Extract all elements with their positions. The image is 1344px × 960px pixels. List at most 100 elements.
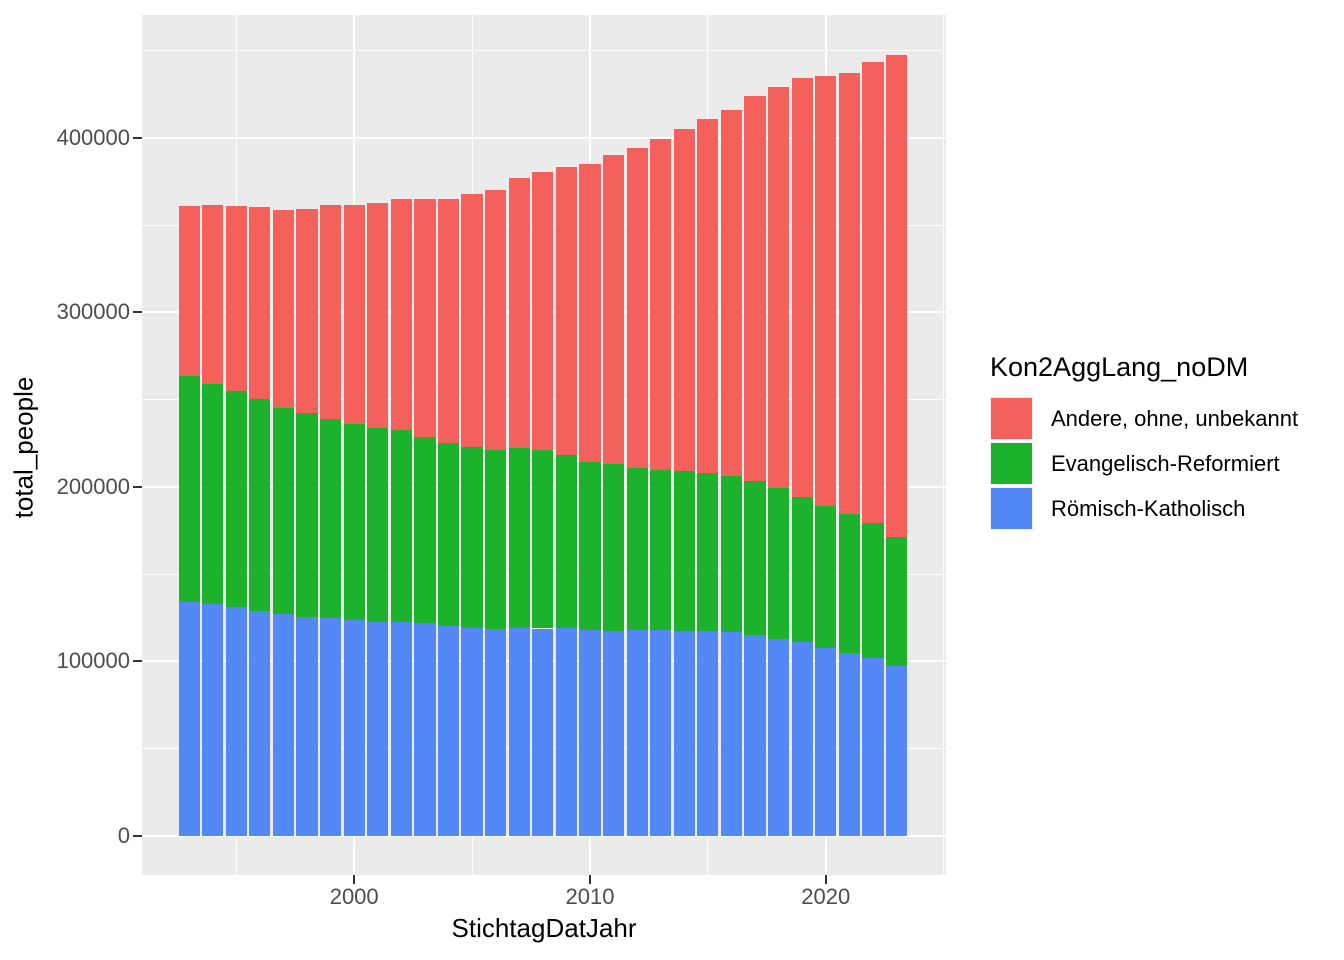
bar-segment [602,155,625,465]
bar-segment [815,75,837,507]
bar-segment [791,77,813,498]
bar-segment [673,128,695,472]
x-tick-mark [588,875,591,884]
bar-segment [744,634,766,836]
bar-segment [461,194,483,447]
bar-segment [461,627,483,836]
legend-entry: Evangelisch-Reformiert [990,442,1340,485]
bar-segment [225,206,247,391]
bar-segment [862,62,884,523]
bar-segment [650,630,672,836]
x-tick-label: 2020 [801,884,851,909]
legend: Kon2AggLang_noDM Andere, ohne, unbekannt… [990,352,1340,532]
legend-swatch-katholisch [990,487,1033,530]
bar-segment [720,110,743,477]
bar-segment [555,627,577,836]
bar-segment [626,147,648,468]
bar-segment [602,464,625,631]
bar-segment [885,54,908,537]
bar-segment [390,430,412,623]
bar-segment [650,139,672,471]
bar-segment [225,607,247,836]
x-tick-mark [353,875,356,884]
bar-segment [579,629,601,836]
bar-segment [791,497,813,643]
bar-segment [744,96,766,481]
bar-segment [249,610,271,836]
bar-segment [296,617,318,836]
bar-segment [815,648,837,836]
y-tick-mark [133,660,142,663]
bar-segment [414,623,436,836]
bar-segment [815,506,837,649]
bar-segment [579,163,601,462]
x-tick-label: 2000 [329,884,379,909]
bar-segment [885,536,908,666]
x-tick-label: 2010 [565,884,615,909]
bar-segment [272,210,295,408]
bar-segment [461,446,483,628]
bar-segment [485,189,507,450]
legend-swatch-evangelisch [990,442,1033,485]
y-axis-title: total_people [8,376,39,519]
bar-segment [744,480,766,635]
bar-segment [602,630,625,836]
bar-segment [343,620,365,836]
gridline-minor-x [943,15,945,875]
bar-segment [320,205,342,419]
bar-segment [414,199,436,438]
legend-title: Kon2AggLang_noDM [990,352,1249,382]
bar-segment [838,73,860,515]
bar-segment [508,628,530,836]
bar-segment [697,118,719,474]
bar-segment [485,449,507,629]
bar-segment [838,652,860,836]
x-axis-title: StichtagDatJahr [451,913,637,943]
legend-entry: Römisch-Katholisch [990,487,1340,530]
bar-segment [697,631,719,836]
bar-segment [532,171,554,451]
bar-segment [626,630,648,836]
bar-segment [178,206,200,376]
gridline-major-y [142,834,946,837]
bar-segment [178,375,200,602]
bar-segment [272,614,295,836]
bar-segment [697,473,719,632]
bar-segment [202,604,224,836]
y-tick-mark [133,136,142,139]
bar-segment [508,448,530,629]
bar-segment [650,470,672,631]
bar-segment [673,471,695,631]
bar-segment [367,203,389,428]
x-tick-mark [824,875,827,884]
bar-segment [178,601,200,836]
bar-segment [555,166,577,456]
bar-segment [390,199,412,431]
bar-segment [720,476,743,633]
legend-label-evangelisch: Evangelisch-Reformiert [1051,450,1280,476]
y-tick-mark [133,834,142,837]
bar-segment [862,522,884,658]
bar-segment [862,657,884,836]
bar-segment [296,208,318,413]
bar-segment [838,514,860,653]
legend-label-katholisch: Römisch-Katholisch [1051,495,1246,521]
bar-segment [532,628,554,836]
y-tick-label: 200000 [56,473,130,499]
y-tick-mark [133,311,142,314]
bar-segment [202,383,224,605]
legend-swatch-andere [990,397,1033,440]
bar-segment [202,205,224,384]
bar-segment [626,467,648,631]
bar-segment [296,412,318,617]
bar-segment [390,622,412,836]
bar-segment [437,442,460,627]
bar-segment [320,419,342,619]
bar-segment [343,423,365,621]
legend-entry: Andere, ohne, unbekannt [990,397,1340,440]
bar-segment [767,638,790,836]
bar-segment [555,455,577,628]
bar-segment [767,87,790,489]
bar-segment [437,626,460,836]
